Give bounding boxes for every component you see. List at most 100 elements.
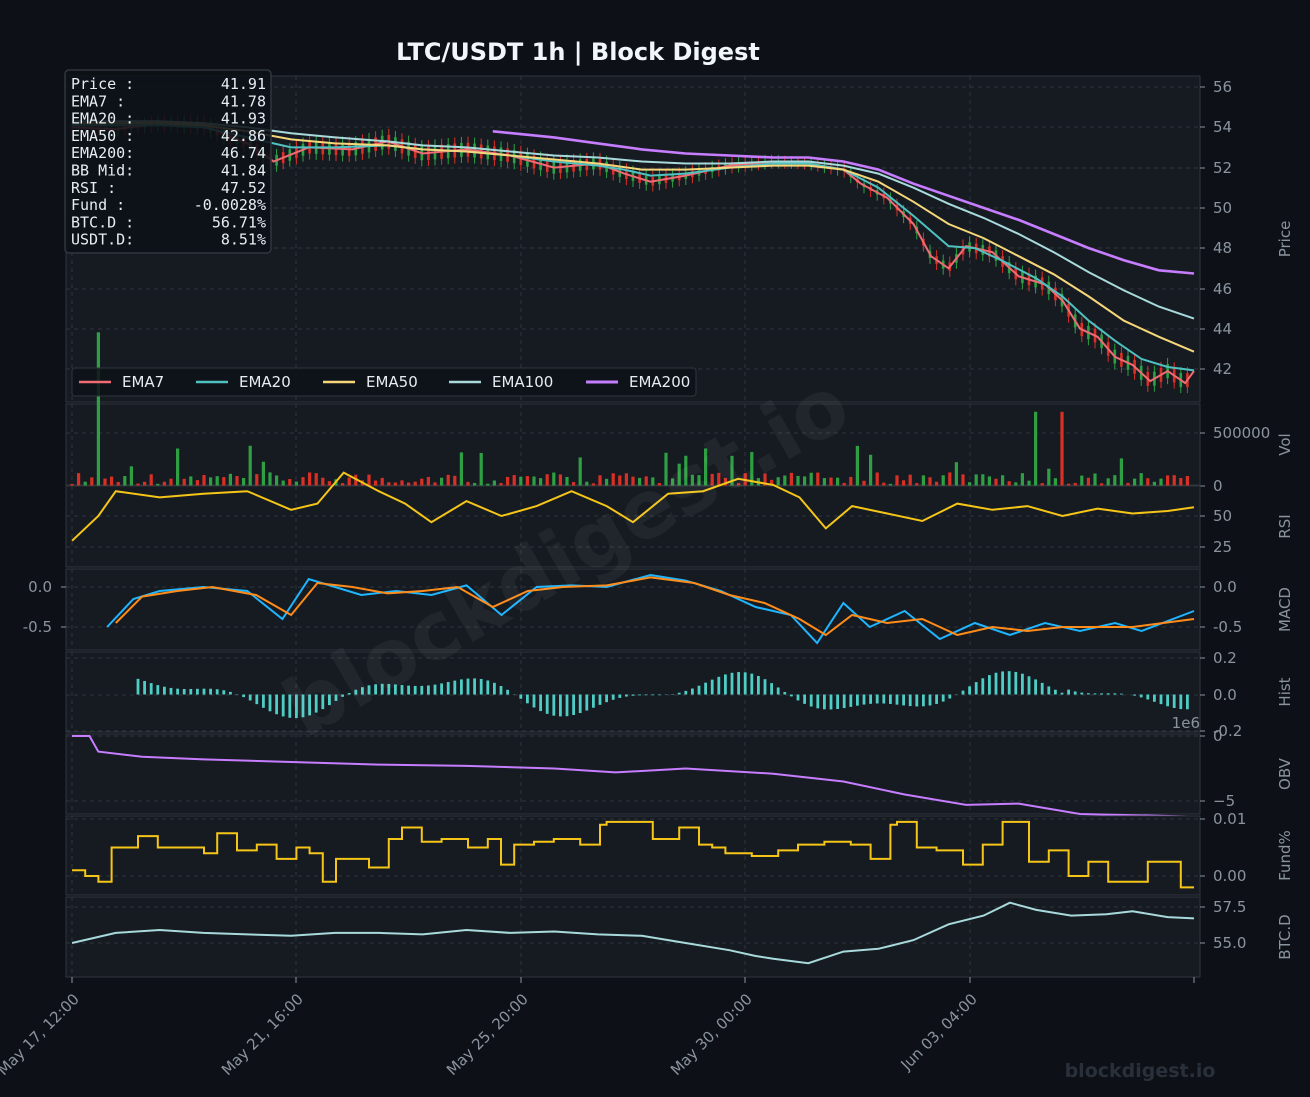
volume-bar bbox=[591, 483, 595, 486]
volume-bar bbox=[129, 466, 133, 486]
volume-bar bbox=[426, 476, 430, 486]
volume-bar bbox=[380, 477, 384, 486]
histogram-bar bbox=[262, 694, 265, 708]
x-axis: May 17, 12:00 May 21, 16:00 May 25, 20:00 M… bbox=[0, 977, 1195, 1079]
x-tick-label: May 17, 12:00 bbox=[0, 990, 83, 1079]
y-tick-label: -0.5 bbox=[1213, 618, 1242, 636]
histogram-bar bbox=[1001, 671, 1004, 695]
volume-bar bbox=[829, 477, 833, 486]
volume-bar bbox=[103, 478, 107, 486]
info-box-frame bbox=[64, 69, 272, 254]
histogram-bar bbox=[433, 684, 437, 695]
volume-bar bbox=[644, 476, 648, 486]
histogram-bar bbox=[321, 694, 325, 710]
volume-bar bbox=[717, 472, 721, 486]
histogram-bar bbox=[400, 685, 404, 695]
volume-bar bbox=[822, 478, 826, 486]
histogram-bar bbox=[849, 694, 853, 707]
volume-bar bbox=[1020, 473, 1024, 486]
histogram-bar bbox=[1100, 693, 1103, 695]
histogram-bar bbox=[163, 686, 166, 695]
volume-bar bbox=[545, 474, 549, 486]
histogram-bar bbox=[908, 694, 912, 707]
histogram-bar bbox=[889, 694, 892, 704]
histogram-bar bbox=[757, 675, 760, 695]
volume-bar bbox=[948, 472, 952, 486]
volume-bar bbox=[915, 483, 919, 486]
histogram-bar bbox=[189, 688, 193, 695]
y-tick-label: 42 bbox=[1213, 360, 1232, 378]
y-left-tick-label: -0.5 bbox=[23, 618, 52, 636]
y-axis-label: OBV bbox=[1276, 757, 1294, 790]
volume-bar bbox=[776, 477, 780, 486]
volume-bar bbox=[684, 455, 688, 486]
volume-bar bbox=[697, 475, 701, 486]
volume-bar bbox=[723, 477, 727, 486]
volume-bar bbox=[803, 476, 807, 486]
histogram-bar bbox=[1054, 689, 1057, 695]
volume-bar bbox=[585, 481, 589, 486]
panel-fund: 0.01 0.00 Fund% bbox=[65, 810, 1294, 896]
histogram-bar bbox=[763, 679, 767, 695]
volume-bar bbox=[367, 474, 371, 486]
volume-bar bbox=[136, 483, 140, 486]
histogram-bar bbox=[1021, 673, 1024, 695]
volume-bar bbox=[1073, 482, 1077, 486]
panel-hist-frame bbox=[65, 651, 1201, 733]
y-tick-label: 0.00 bbox=[1213, 867, 1246, 885]
histogram-bar bbox=[169, 687, 173, 695]
y-axis-label: BTC.D bbox=[1276, 914, 1294, 959]
histogram-bar bbox=[539, 694, 542, 712]
volume-bar bbox=[1146, 478, 1150, 486]
histogram-bar bbox=[420, 685, 424, 695]
volume-bar bbox=[1067, 483, 1071, 486]
y-axis-label: Fund% bbox=[1276, 830, 1294, 881]
x-tick-label: May 30, 00:00 bbox=[667, 990, 756, 1079]
volume-bar bbox=[816, 472, 820, 486]
histogram-bar bbox=[770, 683, 773, 695]
volume-bar bbox=[994, 478, 998, 486]
histogram-bar bbox=[638, 694, 641, 696]
histogram-bar bbox=[948, 694, 952, 699]
histogram-bar bbox=[1186, 694, 1189, 710]
volume-bar bbox=[1001, 475, 1005, 486]
histogram-bar bbox=[981, 678, 985, 695]
histogram-bar bbox=[182, 688, 186, 695]
panel-hist: 0.2 0.0 -0.2 Hist bbox=[65, 649, 1294, 740]
histogram-bar bbox=[941, 694, 945, 702]
histogram-bar bbox=[209, 688, 212, 695]
volume-bar bbox=[1179, 478, 1183, 486]
histogram-bar bbox=[334, 694, 338, 701]
y-tick-label: 52 bbox=[1213, 159, 1232, 177]
y-tick-label: 0 bbox=[1213, 727, 1223, 745]
histogram-bar bbox=[988, 675, 991, 695]
histogram-bar bbox=[156, 685, 160, 695]
volume-bar bbox=[1152, 481, 1156, 486]
volume-bar bbox=[1113, 475, 1117, 486]
histogram-bar bbox=[248, 694, 252, 701]
volume-bar bbox=[598, 475, 602, 486]
volume-bar bbox=[539, 478, 543, 486]
info-label: EMA50 : bbox=[71, 127, 134, 145]
y-tick-label: 54 bbox=[1213, 118, 1232, 136]
legend-frame bbox=[71, 367, 697, 397]
volume-bar bbox=[750, 452, 754, 486]
histogram-bar bbox=[394, 684, 397, 695]
volume-bar bbox=[638, 477, 642, 486]
histogram-bar bbox=[1172, 694, 1176, 709]
histogram-bar bbox=[143, 680, 146, 695]
x-tick-label: May 25, 20:00 bbox=[443, 990, 532, 1079]
info-value: 46.74 bbox=[221, 144, 266, 162]
volume-bar bbox=[1093, 473, 1097, 486]
volume-bar bbox=[558, 474, 562, 486]
volume-bar bbox=[1100, 483, 1104, 486]
volume-bar bbox=[783, 475, 787, 486]
histogram-bar bbox=[796, 694, 800, 701]
volume-bar bbox=[618, 475, 622, 486]
volume-bar bbox=[961, 474, 965, 486]
histogram-bar bbox=[341, 694, 344, 697]
volume-bar bbox=[189, 476, 193, 486]
histogram-bar bbox=[413, 685, 417, 695]
series-line-rsi bbox=[71, 471, 1195, 542]
volume-bar bbox=[836, 477, 840, 486]
